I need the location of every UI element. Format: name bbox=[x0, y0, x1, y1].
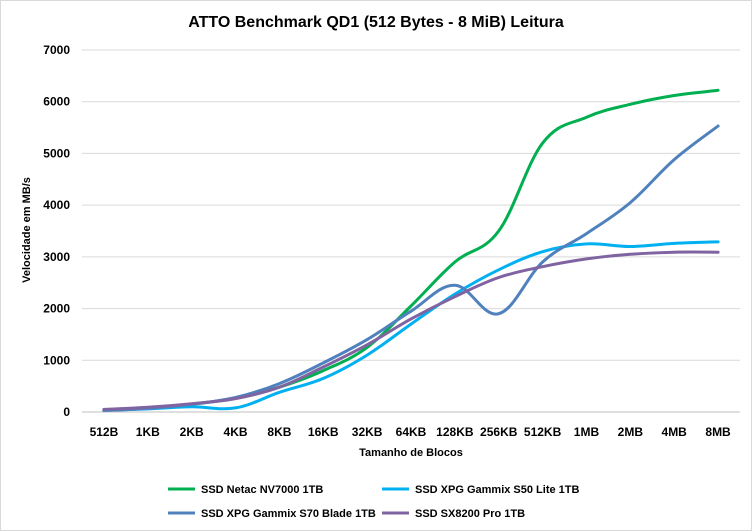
y-tick-label: 3000 bbox=[43, 250, 70, 264]
x-tick-label: 8MB bbox=[705, 425, 731, 439]
x-tick-label: 4KB bbox=[224, 425, 248, 439]
x-tick-label: 64KB bbox=[396, 425, 427, 439]
x-tick-label: 1MB bbox=[574, 425, 600, 439]
x-tick-label: 8KB bbox=[267, 425, 291, 439]
x-tick-label: 512KB bbox=[524, 425, 562, 439]
series-line-3 bbox=[102, 124, 720, 412]
x-tick-label: 512B bbox=[90, 425, 119, 439]
series-lines bbox=[102, 88, 720, 412]
x-tick-label: 1KB bbox=[136, 425, 160, 439]
legend-label: SSD Netac NV7000 1TB bbox=[201, 484, 323, 496]
x-tick-label: 2MB bbox=[618, 425, 644, 439]
y-tick-label: 4000 bbox=[43, 198, 70, 212]
x-tick-label: 128KB bbox=[436, 425, 474, 439]
x-tick-label: 4MB bbox=[662, 425, 688, 439]
series-line-1 bbox=[102, 88, 720, 412]
x-tick-label: 2KB bbox=[180, 425, 204, 439]
legend-label: SSD XPG Gammix S70 Blade 1TB bbox=[201, 508, 376, 520]
y-tick-label: 2000 bbox=[43, 302, 70, 316]
y-axis-label: Velocidade em MB/s bbox=[21, 177, 33, 283]
legend: SSD Netac NV7000 1TB SSD XPG Gammix S50 L… bbox=[168, 484, 580, 520]
legend-label: SSD SX8200 Pro 1TB bbox=[415, 508, 525, 520]
x-axis-label: Tamanho de Blocos bbox=[359, 447, 463, 459]
y-tick-label: 1000 bbox=[43, 353, 70, 367]
chart-title: ATTO Benchmark QD1 (512 Bytes - 8 MiB) L… bbox=[188, 14, 564, 31]
series-line-4 bbox=[102, 250, 720, 411]
series-line-2 bbox=[102, 240, 720, 412]
x-tick-label: 256KB bbox=[480, 425, 518, 439]
legend-label: SSD XPG Gammix S50 Lite 1TB bbox=[415, 484, 580, 496]
y-tick-label: 5000 bbox=[43, 146, 70, 160]
y-tick-label: 0 bbox=[63, 405, 70, 419]
x-axis-ticks: 512B 1KB 2KB 4KB 8KB 16KB 32KB 64KB 128KB 256KB 51… bbox=[90, 425, 731, 439]
gridlines bbox=[82, 49, 740, 361]
y-axis-ticks: 0 1000 2000 3000 4000 5000 6000 7000 bbox=[43, 43, 70, 419]
x-tick-label: 32KB bbox=[352, 425, 383, 439]
y-tick-label: 6000 bbox=[43, 95, 70, 109]
x-tick-label: 16KB bbox=[308, 425, 339, 439]
y-tick-label: 7000 bbox=[43, 43, 70, 57]
